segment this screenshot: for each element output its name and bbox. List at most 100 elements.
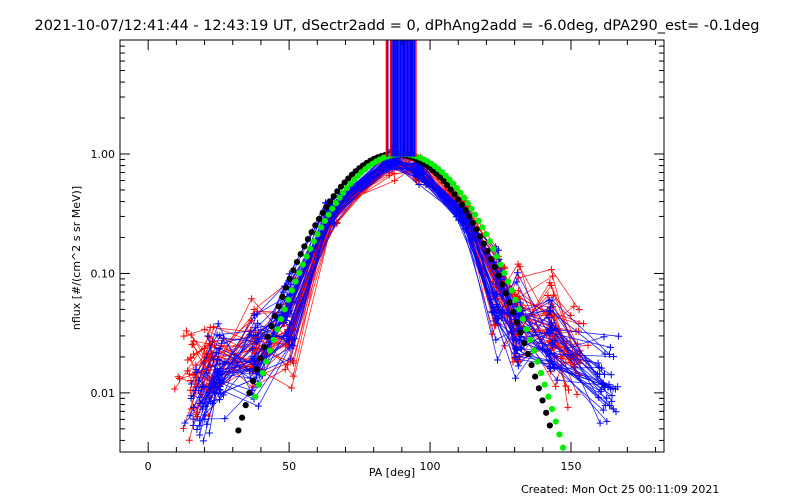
red-point bbox=[185, 370, 193, 378]
black-model-dot bbox=[455, 196, 462, 203]
blue-point bbox=[187, 380, 195, 388]
x-tick-label: 150 bbox=[560, 460, 581, 473]
black-model-dot bbox=[502, 290, 509, 297]
green-model-dot bbox=[545, 393, 552, 400]
black-model-dot bbox=[238, 414, 246, 421]
blue-point bbox=[547, 358, 555, 366]
green-model-dot bbox=[266, 347, 274, 354]
green-model-dot bbox=[343, 185, 351, 192]
black-model-dot bbox=[253, 366, 260, 373]
black-model-dot bbox=[312, 222, 319, 229]
red-point bbox=[201, 325, 209, 333]
blue-point bbox=[548, 319, 556, 327]
red-point bbox=[509, 358, 517, 366]
blue-point bbox=[516, 353, 524, 361]
blue-trace-line bbox=[202, 160, 601, 424]
black-model-dot bbox=[246, 389, 253, 397]
red-point bbox=[391, 177, 399, 185]
black-model-dot bbox=[282, 284, 290, 291]
red-point bbox=[281, 365, 289, 373]
blue-point bbox=[254, 319, 262, 327]
black-model-dot bbox=[304, 236, 312, 243]
black-model-dot bbox=[334, 188, 341, 195]
blue-point bbox=[216, 332, 224, 340]
red-point bbox=[187, 331, 195, 339]
blue-point bbox=[512, 346, 520, 354]
black-model-dot bbox=[330, 193, 337, 200]
blue-point bbox=[607, 371, 615, 379]
blue-point bbox=[216, 360, 224, 368]
blue-point bbox=[196, 431, 204, 439]
black-model-dot bbox=[521, 339, 528, 347]
green-model-dot bbox=[303, 253, 310, 260]
red-point bbox=[174, 373, 182, 381]
black-model-dot bbox=[447, 186, 455, 193]
blue-trace-line bbox=[205, 168, 606, 407]
blue-trace-line bbox=[203, 163, 600, 416]
black-model-dot bbox=[499, 281, 506, 288]
black-model-dot bbox=[524, 350, 531, 358]
blue-trace-line bbox=[207, 160, 609, 395]
blue-point bbox=[614, 383, 622, 391]
blue-point bbox=[198, 405, 206, 413]
created-footer: Created: Mon Oct 25 00:11:09 2021 bbox=[521, 483, 719, 496]
black-model-dot bbox=[271, 313, 279, 320]
blue-point bbox=[221, 415, 229, 423]
y-tick-label: 1.00 bbox=[91, 148, 116, 161]
green-model-dot bbox=[523, 326, 530, 333]
green-model-dot bbox=[329, 205, 336, 212]
blue-point bbox=[599, 406, 607, 414]
red-point bbox=[290, 359, 298, 367]
black-model-dot bbox=[268, 323, 275, 330]
red-point bbox=[547, 266, 555, 274]
blue-trace-line bbox=[199, 158, 605, 398]
black-model-dot bbox=[242, 402, 249, 409]
red-point bbox=[179, 424, 187, 432]
red-point bbox=[288, 384, 296, 392]
blue-point bbox=[549, 342, 557, 350]
blue-point bbox=[546, 363, 554, 371]
black-model-dot bbox=[326, 198, 334, 205]
red-point bbox=[187, 354, 195, 362]
blue-point bbox=[415, 181, 423, 189]
blue-point bbox=[250, 357, 258, 365]
green-model-dot bbox=[270, 336, 277, 343]
blue-point bbox=[547, 303, 555, 311]
green-model-dot bbox=[277, 316, 285, 323]
red-trace-line bbox=[188, 158, 581, 441]
green-model-dot bbox=[255, 381, 263, 388]
blue-point bbox=[458, 214, 466, 222]
black-model-dot bbox=[535, 385, 542, 392]
blue-point bbox=[517, 345, 525, 353]
black-model-dot bbox=[290, 267, 297, 274]
blue-point bbox=[283, 312, 291, 320]
black-model-dot bbox=[293, 258, 301, 266]
green-model-dot bbox=[505, 278, 512, 285]
blue-point bbox=[204, 332, 212, 340]
blue-point bbox=[597, 388, 605, 396]
green-model-dot bbox=[318, 224, 325, 231]
black-model-curve bbox=[235, 150, 553, 434]
black-model-dot bbox=[495, 272, 502, 279]
blue-point bbox=[286, 344, 294, 352]
blue-point bbox=[192, 368, 200, 376]
blue-point bbox=[219, 391, 227, 399]
blue-trace bbox=[186, 155, 603, 420]
green-model-dot bbox=[508, 287, 515, 294]
blue-point bbox=[516, 299, 524, 307]
blue-point bbox=[189, 421, 197, 429]
blue-point bbox=[292, 297, 300, 305]
x-tick-label: 100 bbox=[420, 460, 441, 473]
blue-point bbox=[543, 346, 551, 354]
blue-point bbox=[596, 370, 604, 378]
blue-point bbox=[492, 291, 500, 299]
black-model-dot bbox=[458, 201, 466, 208]
green-model-dot bbox=[288, 287, 296, 294]
red-point bbox=[580, 320, 588, 328]
blue-point bbox=[601, 402, 609, 410]
blue-point bbox=[249, 345, 257, 353]
red-point bbox=[289, 372, 297, 380]
black-model-dot bbox=[517, 329, 524, 336]
blue-point bbox=[608, 392, 616, 400]
green-model-dot bbox=[321, 217, 329, 224]
